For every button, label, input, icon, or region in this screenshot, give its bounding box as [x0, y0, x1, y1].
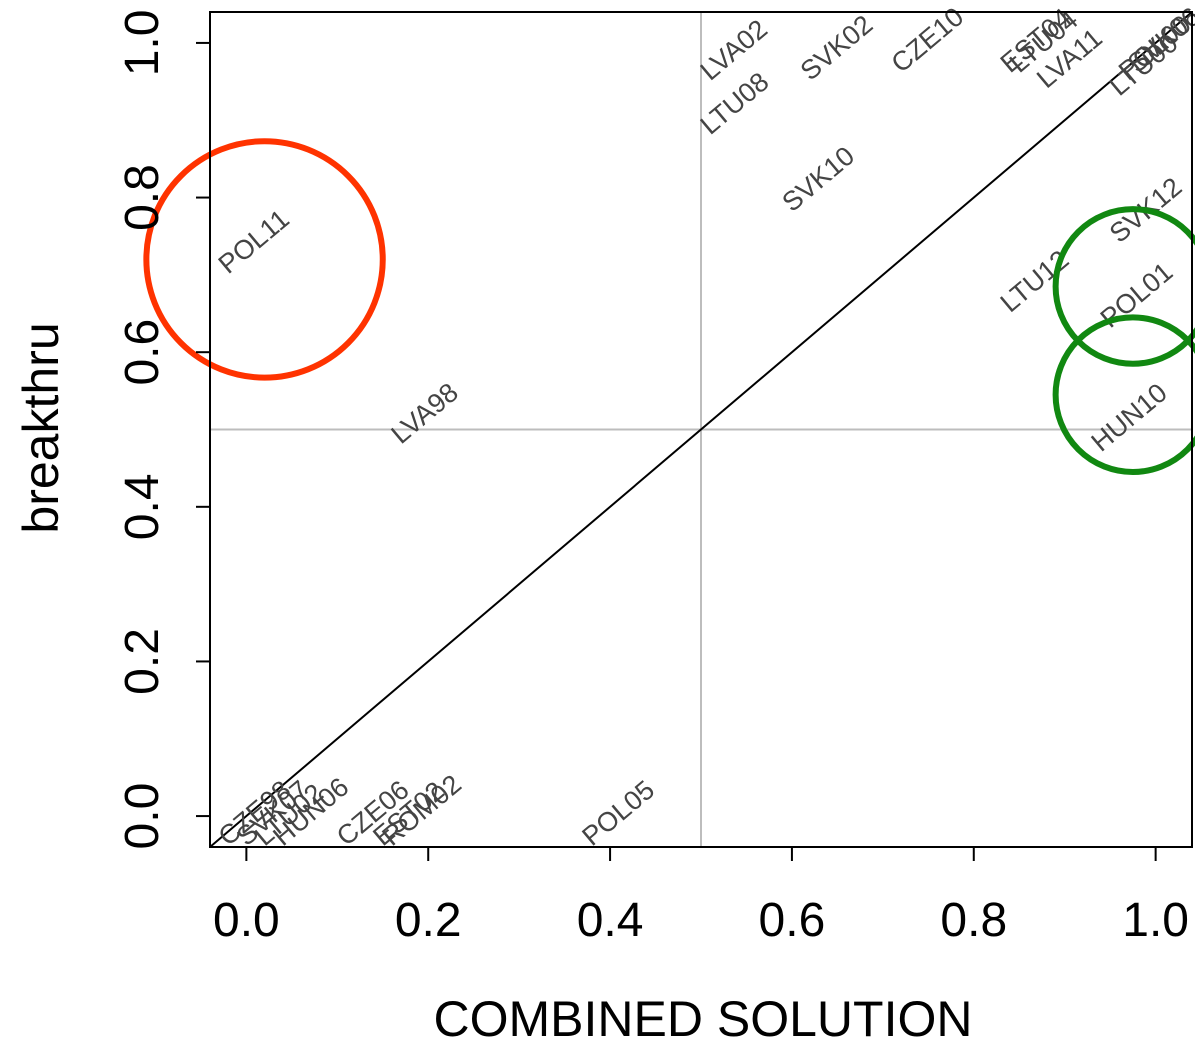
y-axis-title: breakthru	[13, 322, 69, 533]
x-tick-label: 0.8	[940, 894, 1007, 947]
x-tick-label: 1.0	[1122, 894, 1189, 947]
identity-line	[209, 11, 1193, 848]
diagonal-line	[209, 11, 1193, 848]
highlight-circle	[1052, 314, 1195, 475]
y-tick-label: 0.8	[116, 164, 169, 231]
y-tick-label: 0.2	[116, 628, 169, 695]
y-tick-label: 0.4	[116, 473, 169, 540]
plot-frame	[209, 11, 1193, 848]
point-label: POL05	[576, 775, 660, 852]
point-label: SVK10	[776, 141, 860, 218]
x-tick-label: 0.6	[759, 894, 826, 947]
highlight-circles	[143, 138, 1195, 475]
highlight-circle	[1052, 206, 1195, 367]
point-label: POL11	[213, 204, 295, 280]
y-tick-label: 0.6	[116, 319, 169, 386]
point-label: LVA98	[386, 377, 464, 450]
x-tick-label: 0.0	[213, 894, 280, 947]
x-axis: 0.0 0.2 0.4 0.6 0.8 1.0	[213, 847, 1189, 947]
highlight-circle	[143, 138, 386, 381]
y-tick-label: 0.0	[116, 783, 169, 850]
y-tick-label: 1.0	[116, 10, 169, 77]
point-label: HUN10	[1086, 377, 1173, 457]
x-tick-label: 0.2	[395, 894, 462, 947]
x-tick-label: 0.4	[577, 894, 644, 947]
x-axis-title: COMBINED SOLUTION	[434, 991, 973, 1042]
y-axis: 0.0 0.2 0.4 0.6 0.8 1.0	[116, 10, 210, 850]
point-label: SVK02	[795, 9, 879, 86]
